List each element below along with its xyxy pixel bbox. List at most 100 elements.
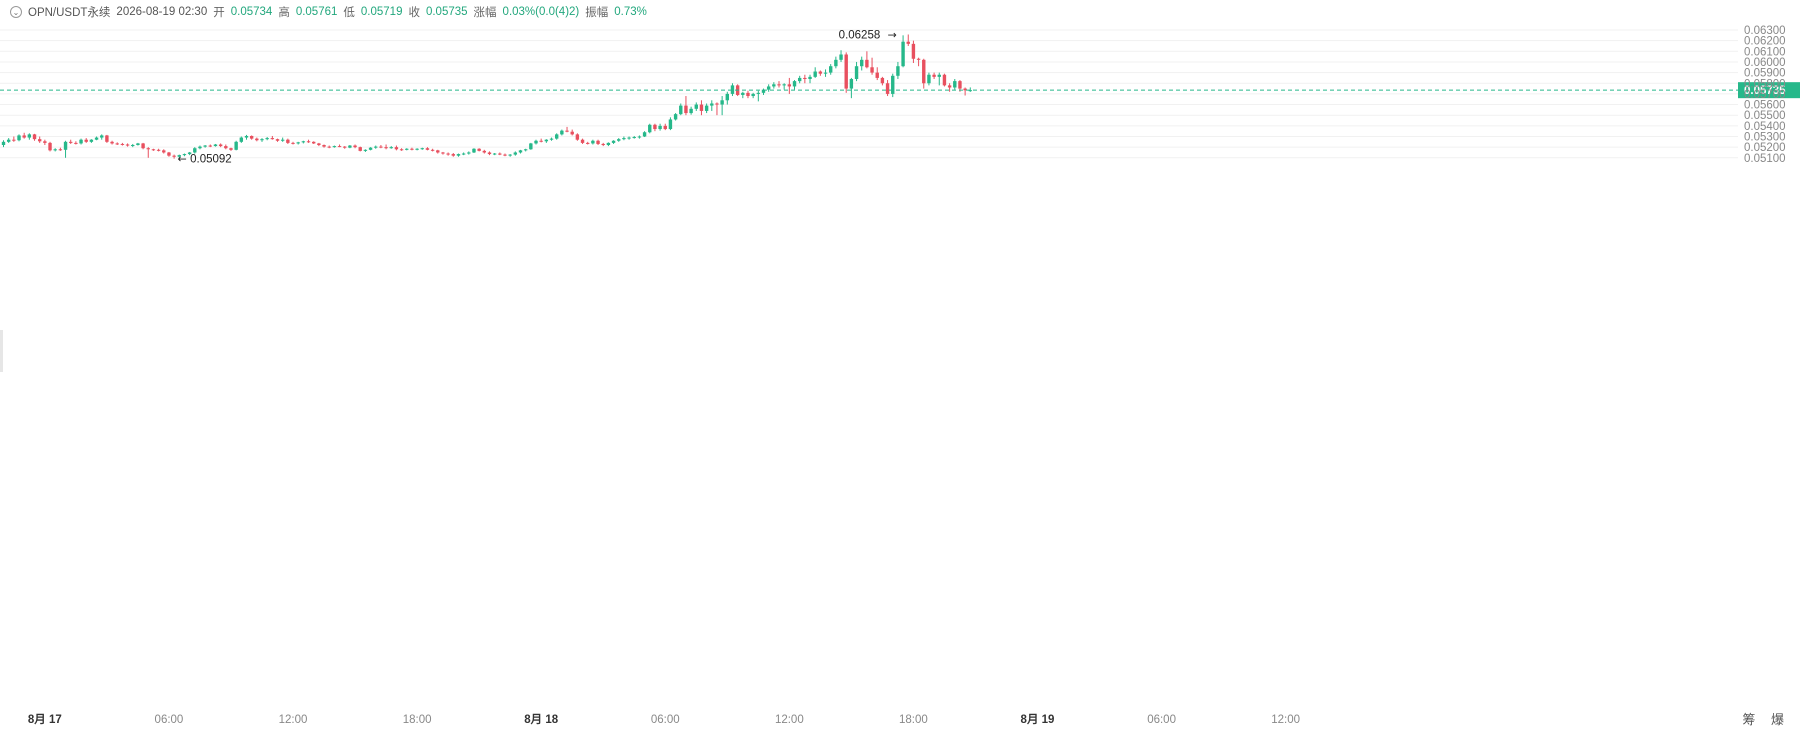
candle-down bbox=[586, 141, 590, 145]
candle-up bbox=[937, 72, 941, 86]
candle-down bbox=[601, 142, 605, 147]
candle-up bbox=[198, 145, 202, 150]
candle-down bbox=[358, 146, 362, 152]
candle-body bbox=[539, 140, 543, 142]
candle-body bbox=[694, 104, 698, 109]
candle-down bbox=[818, 70, 823, 76]
candle-body bbox=[384, 147, 388, 149]
candle-body bbox=[43, 141, 47, 143]
candle-down bbox=[865, 51, 869, 69]
candle-body bbox=[451, 154, 455, 156]
candle-body bbox=[632, 137, 636, 139]
candle-body bbox=[797, 77, 802, 82]
y-tick-label: 0.05600 bbox=[1744, 100, 1786, 112]
candle-body bbox=[100, 135, 104, 138]
candle-body bbox=[958, 81, 962, 89]
candle-body bbox=[332, 146, 337, 148]
candle-down bbox=[911, 40, 916, 64]
candle-body bbox=[37, 139, 42, 142]
left-panel-handle[interactable] bbox=[0, 330, 3, 372]
candle-down bbox=[875, 67, 879, 81]
candle-body bbox=[410, 148, 414, 150]
candle-up bbox=[792, 80, 797, 90]
collapse-icon[interactable]: ⌄ bbox=[10, 6, 22, 18]
candle-up bbox=[420, 147, 424, 150]
candle-down bbox=[151, 148, 156, 151]
candle-body bbox=[699, 104, 704, 111]
candle-down bbox=[379, 145, 383, 149]
candle-up bbox=[622, 136, 626, 141]
candle-body bbox=[575, 134, 580, 140]
candle-up bbox=[260, 138, 264, 142]
candle-body bbox=[803, 77, 807, 79]
candle-body bbox=[456, 154, 461, 156]
x-tick-label: 8月 19 bbox=[1021, 713, 1055, 726]
candle-body bbox=[896, 66, 900, 76]
y-axis[interactable]: 0.063000.062000.061000.060000.059000.058… bbox=[1744, 25, 1786, 165]
corner-tools[interactable]: 筹 爆 bbox=[1742, 712, 1790, 727]
candle-up bbox=[203, 145, 207, 148]
candle-up bbox=[849, 77, 854, 99]
candle-body bbox=[136, 143, 140, 146]
candle-body bbox=[125, 144, 130, 146]
candle-body bbox=[482, 150, 487, 153]
candle-up bbox=[244, 134, 249, 140]
candle-body bbox=[839, 54, 843, 60]
candle-up bbox=[720, 96, 724, 116]
candle-body bbox=[844, 54, 848, 89]
candle-up bbox=[854, 61, 859, 82]
candle-down bbox=[746, 90, 750, 99]
candle-body bbox=[870, 67, 874, 73]
candle-body bbox=[275, 139, 280, 141]
x-axis[interactable]: 8月 17 06:00 12:00 18:00 8月 18 06:00 12:00 18:00… bbox=[28, 713, 1300, 726]
candle-body bbox=[198, 146, 202, 149]
candle-down bbox=[156, 148, 161, 152]
candle-body bbox=[508, 154, 512, 156]
candle-up bbox=[374, 145, 378, 149]
candle-down bbox=[22, 132, 26, 139]
candle-body bbox=[389, 147, 393, 149]
candle-up bbox=[756, 90, 761, 102]
candle-body bbox=[534, 140, 538, 144]
candle-body bbox=[715, 103, 719, 105]
candle-body bbox=[115, 143, 119, 145]
candle-body bbox=[79, 139, 83, 144]
symbol-name: OPN/USDT永续 bbox=[28, 7, 111, 19]
candle-body bbox=[337, 146, 342, 148]
candle-up bbox=[549, 137, 554, 141]
candle-body bbox=[22, 135, 26, 138]
candle-body bbox=[6, 139, 11, 142]
y-tick-label: 0.05500 bbox=[1744, 110, 1786, 122]
candle-body bbox=[580, 139, 585, 143]
low-arrow-icon: ← bbox=[178, 153, 187, 166]
candle-up bbox=[518, 149, 523, 154]
candle-body bbox=[746, 92, 750, 97]
candle-body bbox=[689, 108, 693, 114]
candle-body bbox=[885, 83, 890, 94]
candle-body bbox=[720, 100, 724, 105]
candle-down bbox=[787, 77, 792, 94]
candle-up bbox=[280, 137, 285, 142]
candle-up bbox=[808, 74, 812, 84]
candle-down bbox=[224, 144, 228, 150]
x-tick-label: 12:00 bbox=[279, 714, 308, 726]
candle-body bbox=[32, 134, 37, 140]
candle-body bbox=[244, 135, 249, 138]
candle-down bbox=[291, 141, 295, 145]
candle-body bbox=[208, 145, 212, 147]
candle-body bbox=[12, 139, 16, 141]
candle-up bbox=[100, 134, 104, 140]
candle-up bbox=[53, 148, 57, 152]
candle-body bbox=[947, 85, 952, 88]
candle-body bbox=[730, 85, 735, 94]
candle-body bbox=[151, 149, 156, 151]
candle-up bbox=[389, 146, 393, 149]
candle-up bbox=[648, 123, 652, 134]
candle-body bbox=[865, 59, 869, 68]
candle-body bbox=[498, 153, 502, 155]
candle-body bbox=[69, 141, 73, 143]
candle-down bbox=[125, 143, 130, 147]
candle-body bbox=[94, 137, 99, 140]
y-tick-label: 0.05400 bbox=[1744, 121, 1786, 133]
